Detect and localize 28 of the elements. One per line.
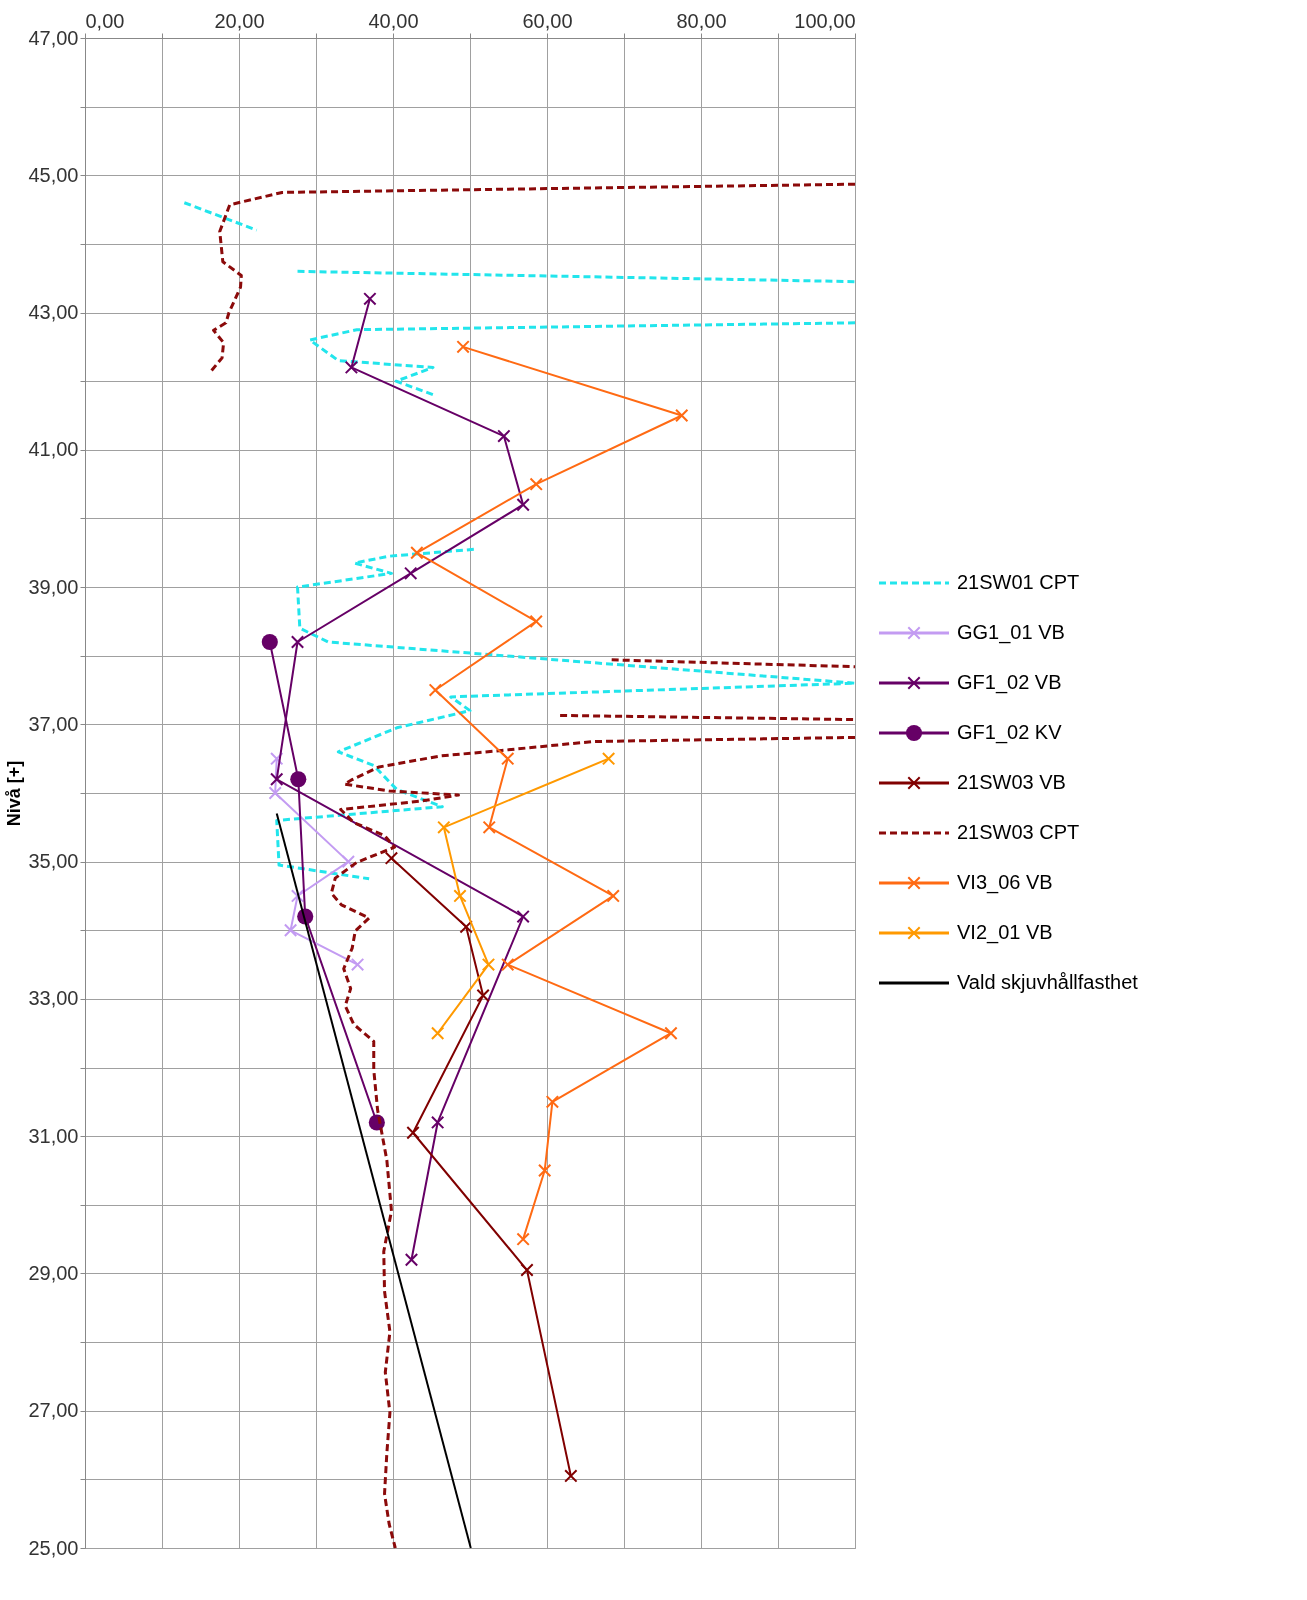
- y-tick-label: 33,00: [28, 987, 79, 1010]
- x-tick-label: 80,00: [676, 9, 727, 32]
- legend-label: GF1_02 VB: [957, 671, 1062, 694]
- x-tick-label: 40,00: [368, 9, 419, 32]
- legend-label: Vald skjuvhållfasthet: [957, 971, 1139, 993]
- legend-label: 21SW01 CPT: [957, 571, 1080, 593]
- x-tick-label: 0,00: [85, 9, 125, 32]
- y-tick-label: 25,00: [28, 1536, 79, 1559]
- y-tick-label: 31,00: [28, 1124, 79, 1147]
- x-tick-label: 60,00: [522, 9, 573, 32]
- legend-label: GG1_01 VB: [957, 621, 1065, 644]
- legend-label: GF1_02 KV: [957, 721, 1063, 744]
- y-tick-label: 47,00: [28, 26, 79, 49]
- legend-label: VI3_06 VB: [957, 871, 1053, 894]
- x-tick-label: 100,00: [794, 9, 856, 32]
- y-tick-label: 41,00: [28, 438, 79, 461]
- y-tick-label: 29,00: [28, 1261, 79, 1284]
- x-tick-label: 20,00: [214, 9, 265, 32]
- legend-label: VI2_01 VB: [957, 921, 1053, 944]
- y-tick-label: 35,00: [28, 850, 79, 873]
- y-tick-label: 37,00: [28, 712, 79, 735]
- legend-label: 21SW03 VB: [957, 771, 1066, 793]
- legend-label: 21SW03 CPT: [957, 821, 1080, 843]
- y-tick-label: 43,00: [28, 301, 79, 324]
- y-axis-title: Nivå [+]: [4, 760, 25, 827]
- y-tick-label: 45,00: [28, 163, 79, 186]
- y-tick-label: 27,00: [28, 1399, 79, 1422]
- y-tick-label: 39,00: [28, 575, 79, 598]
